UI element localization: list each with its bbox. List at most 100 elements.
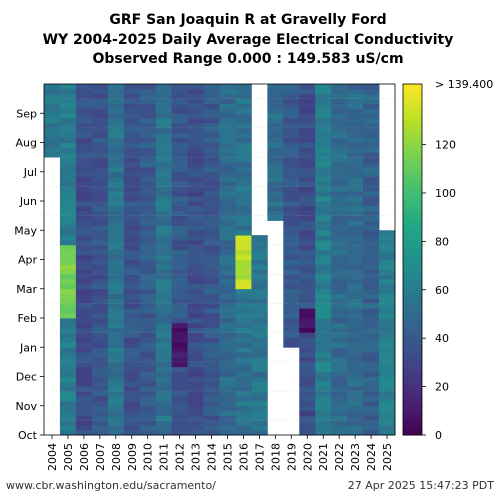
heatmap-cell-2013-Dec: [187, 366, 204, 373]
heatmap-cell-2020-Jul: [299, 147, 316, 153]
heatmap-cell-2007-Oct: [91, 415, 109, 421]
heatmap-cell-2012-Oct: [171, 430, 188, 436]
heatmap-cell-2010-Jun: [139, 176, 157, 182]
heatmap-cell-2024-Oct: [363, 410, 380, 416]
heatmap-cell-2019-Jan: [283, 318, 300, 324]
heatmap-cell-2019-May: [283, 210, 300, 217]
heatmap-cell-2023-Apr: [347, 240, 364, 246]
heatmap-cell-2012-Sep: [171, 84, 188, 90]
heatmap-cell-2016-Nov: [235, 381, 252, 387]
heatmap-cell-2023-Oct: [347, 415, 364, 421]
heatmap-cell-2011-Mar: [155, 259, 173, 265]
heatmap-cell-2025-Apr: [379, 254, 396, 260]
heatmap-cell-2012-Mar: [171, 279, 188, 285]
heatmap-cell-2006-Jan: [75, 322, 93, 329]
heatmap-cell-2021-Mar: [315, 259, 332, 265]
heatmap-cell-2016-Oct: [235, 420, 252, 426]
colorbar-tick-label-100: 100: [435, 187, 456, 200]
heatmap-cell-2010-Sep: [139, 103, 157, 109]
heatmap-cell-2014-Sep: [203, 93, 220, 100]
heatmap-cell-2016-Jun: [235, 176, 252, 182]
heatmap-cell-2012-Apr: [171, 254, 188, 260]
heatmap-cell-2018-Aug: [267, 113, 284, 119]
heatmap-cell-2016-Nov: [235, 391, 252, 397]
heatmap-cell-2008-May: [107, 210, 125, 217]
heatmap-cell-2019-Sep: [283, 88, 300, 95]
heatmap-cell-2005-Feb: [59, 293, 77, 299]
heatmap-cell-2009-Mar: [123, 259, 141, 265]
heatmap-cell-2022-Feb: [331, 293, 348, 299]
title-line-3: Observed Range 0.000 : 149.583 uS/cm: [92, 51, 403, 67]
heatmap-cell-2009-Nov: [123, 396, 141, 402]
heatmap-cell-2016-May: [235, 225, 252, 231]
heatmap-cell-2025-Apr: [379, 249, 396, 256]
heatmap-cell-2012-Jan: [171, 342, 188, 348]
heatmap-cell-2022-Jan: [331, 337, 348, 343]
heatmap-cell-2005-Nov: [59, 386, 77, 392]
heatmap-cell-2013-Apr: [187, 244, 204, 251]
heatmap-cell-2009-May: [123, 225, 141, 231]
heatmap-cell-2023-Apr: [347, 244, 364, 251]
heatmap-cell-2005-Jan: [59, 342, 77, 348]
heatmap-cell-2013-Apr: [187, 249, 204, 256]
heatmap-cell-2022-Oct: [331, 420, 348, 426]
heatmap-cell-2023-Jun: [347, 191, 364, 197]
heatmap-cell-2013-Feb: [187, 298, 204, 304]
heatmap-cell-2024-Jul: [363, 142, 380, 148]
heatmap-cell-2012-Oct: [171, 410, 188, 416]
heatmap-cell-2011-Dec: [155, 352, 173, 358]
colorbar-segment: [403, 409, 422, 416]
heatmap-cell-2018-Aug: [267, 137, 284, 143]
heatmap-cell-2018-Jun: [267, 186, 284, 192]
heatmap-cell-2008-Nov: [107, 400, 125, 407]
heatmap-cell-2023-Dec: [347, 347, 364, 353]
heatmap-cell-2007-May: [91, 201, 109, 207]
heatmap-cell-2009-Aug: [123, 132, 141, 139]
heatmap-cell-2020-Oct: [299, 420, 316, 426]
heatmap-cell-2021-Dec: [315, 361, 332, 368]
colorbar-segment: [403, 234, 422, 240]
heatmap-cell-2015-Apr: [219, 240, 236, 246]
heatmap-cell-2015-Oct: [219, 415, 236, 421]
heatmap-cell-2009-Feb: [123, 288, 141, 295]
heatmap-cell-2016-Feb: [235, 298, 252, 304]
heatmap-cell-2011-Jan: [155, 318, 173, 324]
heatmap-cell-2005-Jan: [59, 327, 77, 334]
heatmap-cell-2005-Apr: [59, 235, 77, 241]
heatmap-cell-2005-Apr: [59, 244, 77, 251]
heatmap-cell-2016-Dec: [235, 347, 252, 353]
heatmap-cell-2016-Mar: [235, 259, 252, 265]
heatmap-cell-2023-Jul: [347, 147, 364, 153]
heatmap-cell-2024-Jan: [363, 332, 380, 338]
heatmap-cell-2007-Sep: [91, 93, 109, 100]
heatmap-cell-2020-Jun: [299, 181, 316, 187]
heatmap-cell-2004-Sep: [44, 98, 61, 104]
heatmap-cell-2017-Nov: [251, 396, 268, 402]
heatmap-cell-2011-Jul: [155, 157, 173, 163]
heatmap-cell-2010-Apr: [139, 240, 157, 246]
heatmap-cell-2007-Jun: [91, 196, 109, 202]
heatmap-cell-2008-Oct: [107, 410, 125, 416]
heatmap-cell-2016-Apr: [235, 230, 252, 236]
heatmap-cell-2021-Apr: [315, 249, 332, 256]
colorbar-segment: [403, 104, 422, 110]
colorbar-segment: [403, 144, 422, 150]
heatmap-cell-2015-Jul: [219, 162, 236, 168]
heatmap-cell-2013-Aug: [187, 132, 204, 139]
heatmap-cell-2025-Apr: [379, 230, 396, 236]
heatmap-cell-2013-Jul: [187, 162, 204, 168]
colorbar-segment: [403, 214, 422, 220]
heatmap-cell-2006-Feb: [75, 288, 93, 295]
heatmap-cell-2021-Aug: [315, 123, 332, 129]
heatmap-cell-2025-Oct: [379, 420, 396, 426]
heatmap-cell-2005-May: [59, 205, 77, 212]
heatmap-cell-2006-Jul: [75, 142, 93, 148]
heatmap-cell-2009-Feb: [123, 313, 141, 319]
heatmap-cell-2004-Jul: [44, 152, 61, 158]
heatmap-cell-2010-Aug: [139, 132, 157, 139]
heatmap-cell-2008-Oct: [107, 425, 125, 431]
colorbar-segment: [403, 159, 422, 165]
heatmap-cell-2013-Nov: [187, 376, 204, 382]
heatmap-cell-2006-Dec: [75, 366, 93, 373]
heatmap-cell-2005-Feb: [59, 298, 77, 304]
